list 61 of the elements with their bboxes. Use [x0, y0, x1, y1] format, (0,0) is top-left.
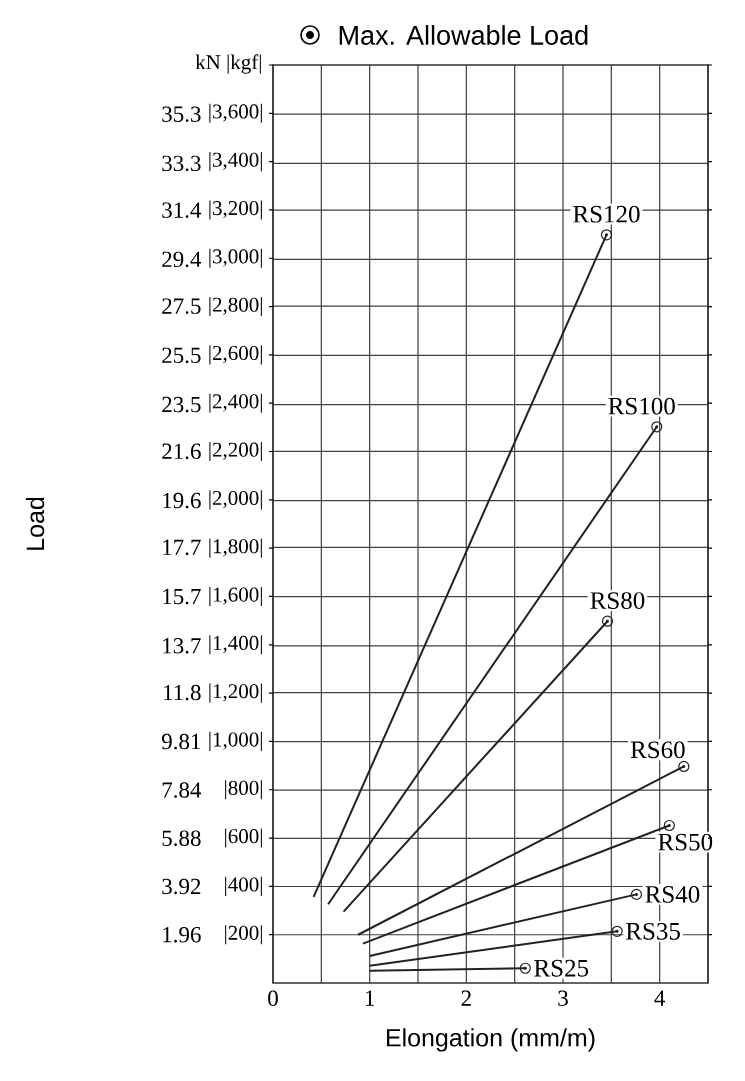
y-tick-label: 23.5: [162, 396, 201, 413]
y-tick-label: 27.5: [162, 298, 201, 314]
point: [678, 760, 690, 773]
series-label: RS25: [534, 959, 589, 977]
point: [600, 229, 613, 241]
y-tick-label: 15.7: [163, 588, 201, 605]
y-tick-label: 29.4: [162, 251, 202, 268]
y2-tick-label: |200|: [225, 925, 262, 945]
y-tick-label: 5.88: [162, 830, 201, 847]
point: [519, 962, 531, 974]
y2-tick-label: |2,200|: [209, 441, 262, 462]
series-label: RS40: [645, 885, 700, 903]
point: [651, 421, 663, 433]
y2-tick-label: |3,000|: [209, 248, 262, 268]
y-tick-label: 9.81: [161, 733, 201, 750]
y-tick-label: 21.6: [162, 443, 201, 460]
y2-tick-label: |3,200|: [209, 200, 262, 220]
x-tick-label: 3: [558, 990, 568, 1006]
series-label: RS120: [573, 205, 640, 223]
y-tick-label: 3.92: [162, 878, 201, 895]
y-tick-label: 11.8: [164, 684, 201, 701]
x-axis-title: Elongation (mm/m): [386, 1028, 595, 1052]
y2-tick-label: |1,000|: [209, 731, 262, 751]
y-axis-title: Load: [25, 497, 45, 550]
y-tick-label: 1.96: [163, 926, 201, 943]
point: [601, 615, 614, 627]
point: [630, 888, 643, 900]
y-tick-label: 17.7: [163, 539, 201, 556]
y2-tick-label: |3,600|: [209, 103, 262, 123]
y2-tick-label: |600|: [225, 828, 262, 848]
series-label: RS80: [590, 592, 645, 610]
x-tick-label: 1: [365, 990, 375, 1006]
series-label: RS50: [658, 833, 713, 851]
y2-tick-label: |1,200|: [209, 683, 262, 703]
y2-tick-label: |800|: [225, 780, 262, 800]
y-tick-label: 25.5: [162, 347, 201, 364]
y-tick-label: 31.4: [162, 202, 202, 218]
y-tick-label: 7.84: [162, 782, 202, 798]
y-tick-label: 13.7: [163, 638, 201, 654]
y-tick-label: 19.6: [163, 492, 201, 509]
y2-tick-label: |3,400|: [209, 152, 262, 172]
y2-tick-label: |400|: [225, 876, 262, 896]
y2-tick-label: |1,800|: [209, 538, 262, 558]
y2-tick-label: |2,400|: [209, 393, 262, 413]
text: Max. Allowable Load: [339, 25, 588, 45]
series-label: RS100: [608, 397, 675, 415]
y2-tick-label: |1,600|: [209, 586, 262, 607]
x-tick-label: 4: [654, 990, 666, 1006]
series-label: RS60: [630, 741, 685, 759]
text: kN |kgf|: [195, 54, 261, 74]
y2-tick-label: |2,600|: [209, 345, 262, 365]
series-label: RS35: [626, 922, 680, 940]
x-tick-label: 0: [268, 990, 278, 1007]
point: [611, 925, 623, 937]
y-tick-label: 35.3: [162, 106, 201, 122]
x-tick-label: 2: [461, 990, 471, 1006]
point: [663, 819, 675, 832]
y2-tick-label: |2,000|: [209, 490, 262, 510]
y-tick-label: 33.3: [162, 155, 201, 172]
y2-tick-label: |2,800|: [209, 297, 262, 317]
y2-tick-label: |1,400|: [209, 635, 262, 655]
